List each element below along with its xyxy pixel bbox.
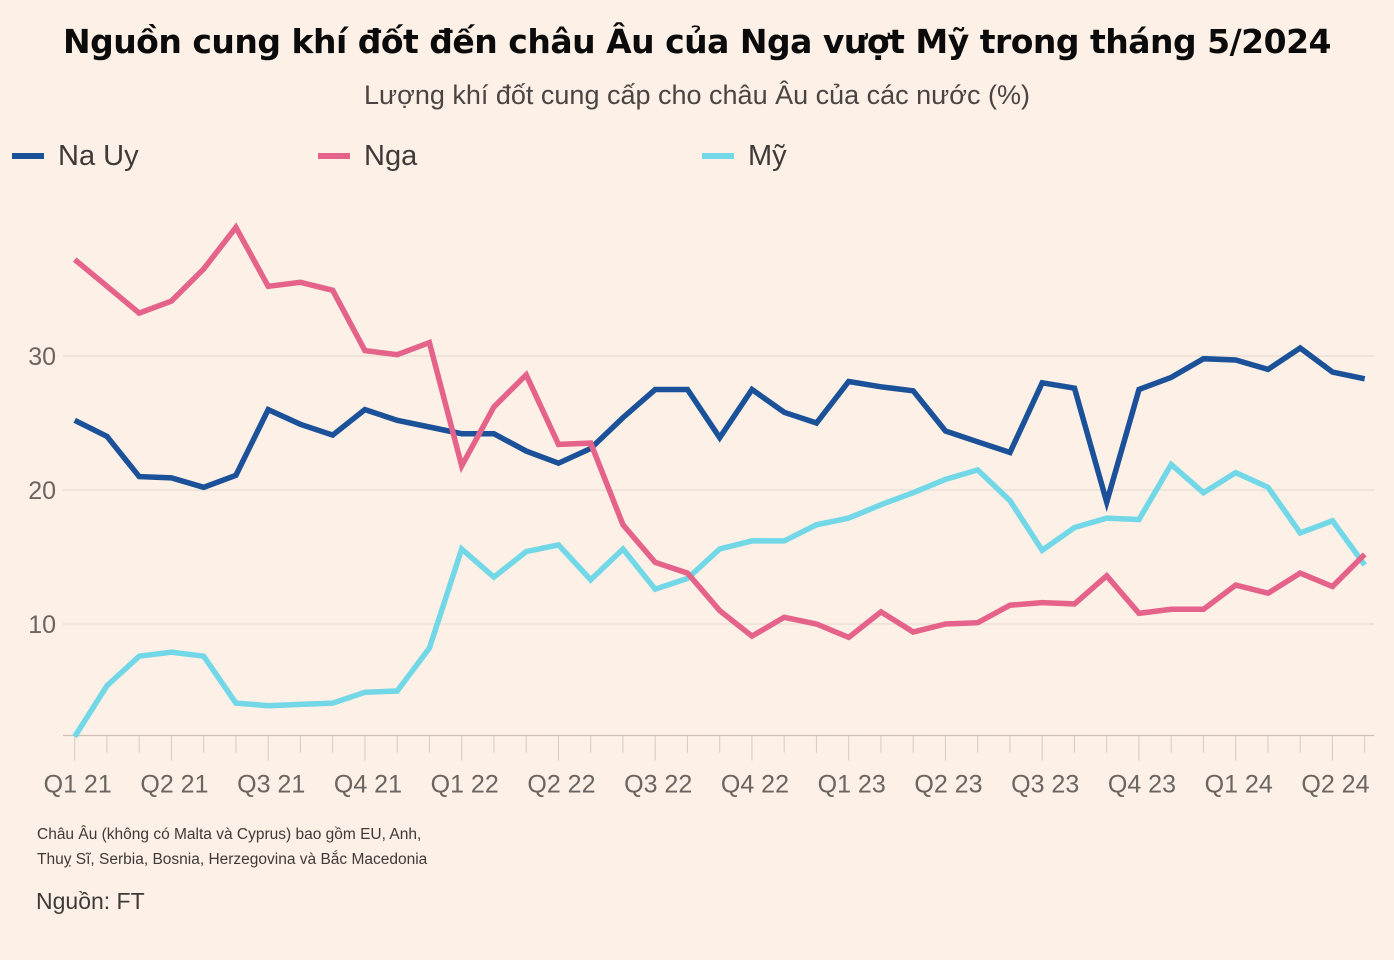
legend-item-nga: Nga <box>318 138 417 174</box>
x-tick-label: Q2 21 <box>140 771 208 799</box>
x-tick-label: Q4 21 <box>334 771 402 799</box>
chart-title: Nguồn cung khí đốt đến châu Âu của Nga v… <box>62 22 1332 61</box>
legend-swatch-nga <box>318 153 350 159</box>
source-label: Nguồn: FT <box>36 888 145 914</box>
chart-subtitle: Lượng khí đốt cung cấp cho châu Âu của c… <box>364 80 1030 110</box>
x-tick-label: Q2 22 <box>527 771 595 799</box>
legend-label-nga: Nga <box>364 139 418 172</box>
x-axis: Q1 21 Q2 21 Q3 21 Q4 21 Q1 22 Q2 22 Q3 22 Q4 22… <box>44 734 1374 799</box>
gridlines <box>63 355 1374 625</box>
series-lines <box>72 222 1367 739</box>
y-axis: 10 20 30 <box>28 343 56 639</box>
x-tick-label: Q4 22 <box>721 771 789 799</box>
x-tick-label: Q1 21 <box>44 771 112 799</box>
legend-label-na-uy: Na Uy <box>58 139 139 172</box>
footnote: Châu Âu (không có Malta và Cyprus) bao g… <box>37 822 427 872</box>
x-tick-label: Q1 24 <box>1205 771 1273 799</box>
x-tick-label: Q2 24 <box>1301 771 1369 799</box>
legend-item-na-uy: Na Uy <box>12 138 139 174</box>
x-tick-label: Q3 23 <box>1011 771 1079 799</box>
footnote-line-2: Thuỵ Sĩ, Serbia, Bosnia, Herzegovina và … <box>37 851 428 868</box>
x-tick-label: Q3 21 <box>237 771 305 799</box>
x-tick-label: Q2 23 <box>914 771 982 799</box>
legend-label-my: Mỹ <box>748 139 787 172</box>
y-tick-label-20: 20 <box>28 477 56 505</box>
line-chart: 10 20 30 Q1 21 Q2 21 Q3 21 Q4 21 Q1 22 Q2 22 Q3 … <box>28 222 1374 799</box>
legend-item-my: Mỹ <box>702 138 787 174</box>
legend-swatch-na-uy <box>12 153 44 159</box>
x-tick-label: Q1 23 <box>818 771 886 799</box>
x-tick-label: Q1 22 <box>431 771 499 799</box>
series-line-my <box>72 460 1367 739</box>
series-line-na-uy <box>73 344 1366 513</box>
y-tick-label-30: 30 <box>28 343 56 371</box>
legend-swatch-my <box>702 153 734 159</box>
x-tick-label: Q4 23 <box>1108 771 1176 799</box>
y-tick-label-10: 10 <box>28 611 56 639</box>
x-tick-label: Q3 22 <box>624 771 692 799</box>
footnote-line-1: Châu Âu (không có Malta và Cyprus) bao g… <box>37 826 422 843</box>
series-line-nga <box>72 222 1367 641</box>
